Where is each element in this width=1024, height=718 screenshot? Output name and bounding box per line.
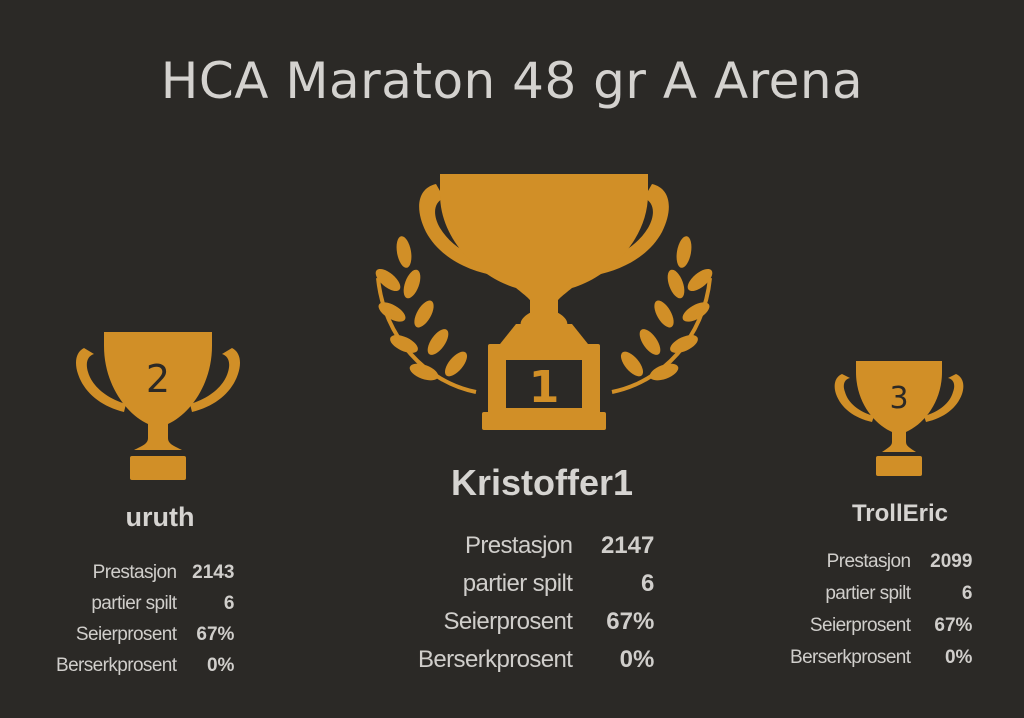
player-name-second[interactable]: uruth [125,502,195,532]
stats-table-second: Prestasjon 2143 partier spilt 6 Seierpro… [56,557,234,681]
stat-row: Prestasjon 2099 [790,546,973,578]
stat-value: 2143 [192,562,235,583]
stat-value: 2099 [930,551,973,572]
stat-label: Seierprosent [75,624,177,645]
rank-1-label: 1 [529,362,560,413]
player-name-first[interactable]: Kristoffer1 [450,462,634,503]
stat-label: Berserkprosent [418,646,573,673]
stat-row: Berserkprosent 0% [56,650,234,681]
stat-label: Prestasjon [92,562,177,583]
stat-row: partier spilt 6 [790,578,972,610]
rank-2-label: 2 [146,357,170,401]
stat-label: Berserkprosent [56,655,177,676]
trophy-third-icon: 3 [834,361,964,476]
stat-value: 2147 [600,532,655,559]
page-title: HCA Maraton 48 gr A Arena [160,52,864,110]
stat-row: Berserkprosent 0% [790,642,972,674]
stat-label: Seierprosent [809,615,911,636]
stat-value: 6 [640,570,655,597]
stat-value: 6 [961,583,973,604]
stat-value: 67% [196,624,235,645]
trophy-second-icon: 2 [76,332,240,480]
stat-label: Berserkprosent [790,647,911,668]
stat-label: partier spilt [825,583,911,604]
stat-value: 67% [606,608,655,635]
stat-label: partier spilt [462,570,573,597]
stat-row: Seierprosent 67% [418,603,654,641]
stat-label: Prestasjon [826,551,911,572]
player-name-third[interactable]: TrollEric [851,500,949,527]
stat-value: 6 [223,593,235,614]
stat-label: Prestasjon [464,532,573,559]
stat-value: 0% [944,647,973,668]
trophy-first-icon: 1 [375,174,713,430]
stat-value: 67% [934,615,973,636]
stats-table-first: Prestasjon 2147 partier spilt 6 Seierpro… [418,527,654,679]
stat-row: Prestasjon 2147 [418,527,654,565]
stat-value: 0% [206,655,235,676]
stat-row: partier spilt 6 [56,588,234,619]
stat-row: partier spilt 6 [418,565,655,603]
stat-value: 0% [619,646,655,673]
stat-row: Prestasjon 2143 [56,557,235,588]
stats-table-third: Prestasjon 2099 partier spilt 6 Seierpro… [790,546,972,674]
stat-row: Seierprosent 67% [790,610,973,642]
stat-label: partier spilt [91,593,177,614]
rank-3-label: 3 [889,381,908,416]
stat-row: Seierprosent 67% [56,619,235,650]
stat-row: Berserkprosent 0% [418,641,654,679]
stat-label: Seierprosent [443,608,573,635]
